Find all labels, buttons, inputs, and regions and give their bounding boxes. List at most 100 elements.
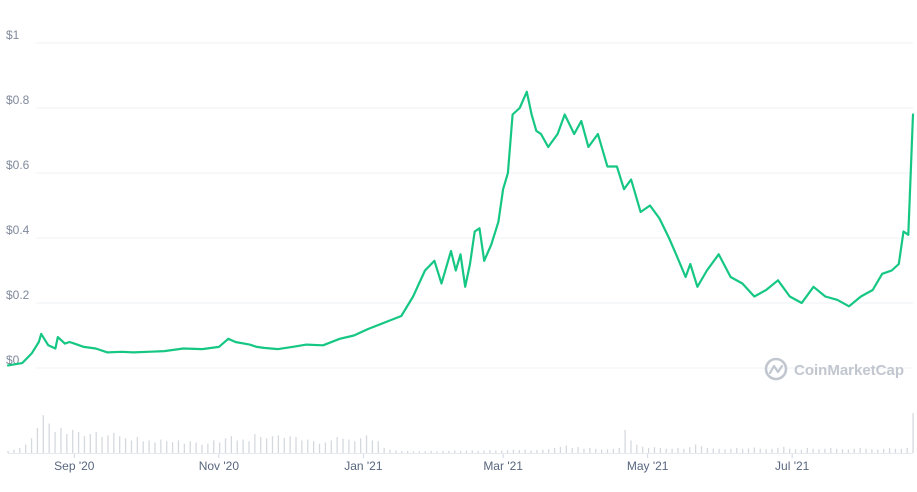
- volume-bar: [812, 448, 814, 453]
- volume-bar: [395, 450, 397, 453]
- volume-bar: [830, 447, 832, 453]
- volume-bar: [836, 448, 838, 453]
- volume-bar: [448, 450, 450, 453]
- volume-bar: [383, 447, 385, 453]
- volume-bar: [407, 450, 409, 453]
- volume-bar: [683, 448, 685, 453]
- volume-bar: [600, 449, 603, 453]
- volume-bar: [330, 440, 332, 453]
- volume-bar: [354, 441, 356, 453]
- volume-bar: [894, 448, 897, 453]
- watermark: CoinMarketCap: [764, 357, 904, 381]
- volume-bar: [324, 442, 327, 453]
- volume-bar: [706, 447, 709, 453]
- volume-bar: [753, 447, 756, 453]
- volume-bar: [765, 449, 767, 453]
- volume-bar: [700, 446, 703, 453]
- volume-bar: [195, 442, 197, 453]
- volume-bar: [565, 445, 567, 453]
- volume-bars: [7, 413, 914, 454]
- volume-bar: [724, 449, 726, 453]
- volume-bar: [542, 449, 544, 453]
- volume-bar: [19, 447, 21, 453]
- volume-bar: [307, 439, 309, 453]
- volume-bar: [888, 447, 891, 453]
- volume-bar: [853, 448, 855, 453]
- x-tick-label: Mar '21: [483, 459, 523, 473]
- volume-bar: [136, 437, 138, 453]
- volume-bar: [83, 436, 86, 453]
- volume-bar: [630, 440, 632, 453]
- volume-bar: [694, 444, 697, 453]
- volume-bar: [207, 443, 209, 453]
- volume-bar: [230, 436, 233, 453]
- volume-bar: [342, 438, 344, 453]
- volume-bar: [741, 448, 744, 453]
- volume-bar: [119, 436, 121, 453]
- volume-bar: [606, 449, 609, 453]
- volume-bar: [60, 427, 62, 453]
- volume-bar: [559, 446, 562, 453]
- volume-bar: [171, 442, 174, 453]
- volume-bar: [201, 444, 203, 453]
- volume-bar: [477, 450, 479, 453]
- volume-bar: [365, 435, 368, 453]
- volume-bar: [371, 440, 374, 453]
- volume-bar: [824, 448, 826, 453]
- grid-lines: [36, 42, 913, 369]
- volume-bar: [89, 434, 91, 453]
- volume-bar: [107, 435, 109, 453]
- x-tick-label: Sep '20: [54, 459, 95, 473]
- volume-bar: [160, 439, 162, 453]
- volume-bar: [877, 449, 879, 453]
- volume-bar: [189, 441, 191, 453]
- volume-bar: [841, 449, 844, 453]
- volume-bar: [25, 444, 27, 453]
- x-tick: Nov '20: [199, 454, 239, 473]
- volume-bar: [512, 449, 515, 453]
- volume-bar: [736, 447, 738, 453]
- volume-bar: [183, 443, 185, 453]
- y-tick-label: $0.4: [6, 223, 30, 237]
- volume-bar: [530, 450, 532, 453]
- volume-bar: [265, 438, 268, 453]
- volume-bar: [301, 440, 303, 453]
- volume-bar: [747, 448, 750, 453]
- volume-bar: [788, 448, 791, 453]
- volume-bar: [642, 446, 644, 453]
- volume-bar: [871, 449, 873, 453]
- volume-bar: [459, 450, 462, 453]
- volume-bar: [548, 449, 550, 453]
- volume-bar: [759, 448, 761, 453]
- volume-bar: [377, 441, 379, 453]
- volume-bar: [847, 449, 850, 453]
- volume-bar: [77, 432, 80, 453]
- y-tick-label: $1: [6, 28, 20, 42]
- volume-bar: [489, 450, 491, 453]
- volume-bar: [883, 448, 885, 453]
- volume-bar: [506, 450, 509, 453]
- watermark-text: CoinMarketCap: [794, 362, 904, 379]
- volume-bar: [312, 441, 315, 453]
- price-line: [6, 90, 915, 367]
- volume-bar: [130, 440, 133, 453]
- volume-bar: [583, 448, 585, 453]
- volume-bar: [283, 437, 285, 453]
- volume-bar: [295, 437, 297, 453]
- volume-bar: [213, 440, 215, 453]
- volume-bar: [818, 449, 820, 453]
- y-axis-ticks: $0$0.2$0.4$0.6$0.8$1: [6, 28, 30, 367]
- volume-bar: [166, 441, 168, 453]
- volume-bar: [677, 447, 679, 453]
- volume-bar: [454, 450, 456, 453]
- volume-bar: [236, 440, 238, 453]
- volume-bar: [524, 449, 526, 453]
- volume-bar: [442, 450, 444, 453]
- volume-bar: [277, 435, 280, 453]
- y-tick-label: $0.2: [6, 288, 30, 302]
- volume-bar: [7, 450, 9, 453]
- volume-bar: [289, 436, 291, 453]
- y-tick-label: $0.8: [6, 93, 30, 107]
- volume-bar: [318, 443, 321, 453]
